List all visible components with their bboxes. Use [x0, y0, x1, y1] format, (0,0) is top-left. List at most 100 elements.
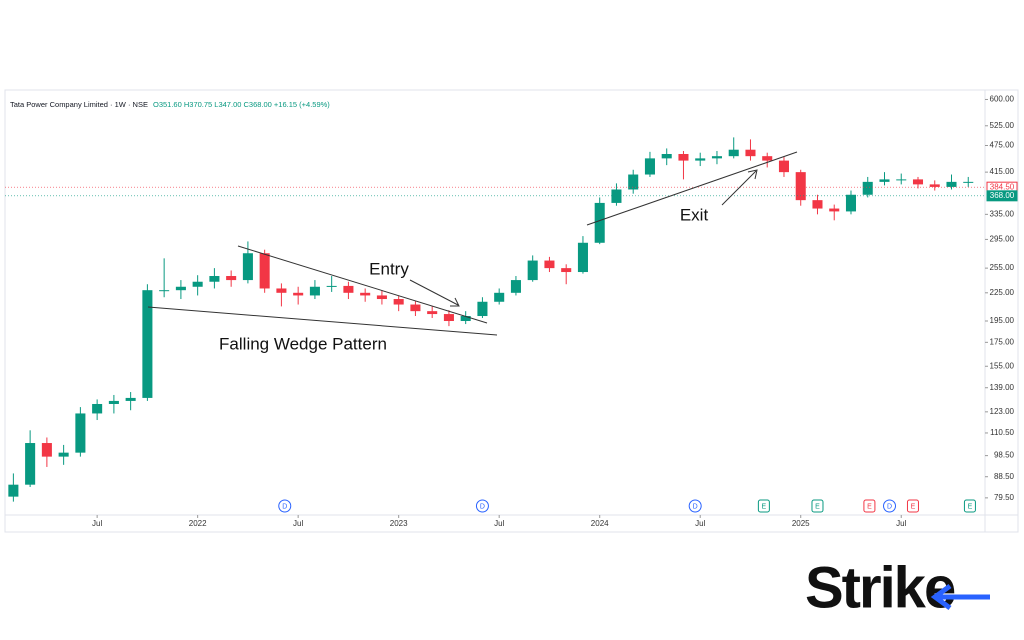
event-marker [811, 499, 824, 513]
price-label: 384.50 [990, 182, 1015, 191]
event-label: D [282, 503, 287, 510]
y-tick-label: 110.50 [990, 428, 1014, 437]
candle-body [393, 299, 404, 305]
event-label: D [693, 503, 698, 510]
candle-body [561, 268, 572, 273]
candle-body [829, 208, 840, 212]
y-tick-label: 195.00 [990, 316, 1015, 325]
event-label: D [480, 503, 485, 510]
y-tick-label: 88.50 [994, 472, 1015, 481]
event-marker [883, 499, 897, 513]
y-tick-label: 98.50 [994, 451, 1015, 460]
candle-body [259, 253, 270, 289]
candle-body [879, 179, 890, 182]
event-label: E [968, 503, 973, 510]
x-tick-label: 2024 [591, 519, 609, 528]
candle-body [477, 301, 488, 317]
candle-body [745, 149, 756, 157]
candle-body [862, 181, 873, 195]
x-tick-label: Jul [695, 519, 705, 528]
exit-arrow [721, 170, 757, 206]
y-tick-label: 600.00 [990, 95, 1015, 104]
y-tick-label: 255.00 [990, 263, 1015, 272]
candle-body [108, 400, 119, 404]
candle-body [293, 292, 304, 296]
x-tick-label: Jul [896, 519, 906, 528]
candle-body [443, 314, 454, 322]
candle-body [912, 179, 924, 185]
y-tick-label: 225.00 [990, 288, 1015, 297]
x-tick-label: 2025 [792, 519, 810, 528]
brand-arrow [930, 583, 990, 611]
event-marker [963, 499, 976, 513]
y-tick-label: 155.00 [990, 361, 1015, 370]
y-tick-label: 175.00 [990, 337, 1015, 346]
candle-body [494, 292, 505, 302]
wedge-upper-line [237, 245, 488, 324]
candle-body [946, 181, 957, 187]
candle-body [460, 316, 471, 322]
candle-body [343, 285, 354, 293]
y-tick-label: 295.00 [990, 235, 1015, 244]
candle-body [159, 290, 170, 292]
y-tick-label: 139.00 [990, 383, 1015, 392]
candle-body [175, 286, 186, 291]
candle-body [41, 443, 52, 457]
candle-body [242, 253, 253, 281]
candle-body [360, 292, 371, 296]
exit-label: Exit [680, 205, 709, 224]
event-marker [278, 499, 292, 513]
candle-body [611, 189, 622, 203]
candle-body [963, 181, 974, 183]
price-label-box [986, 190, 1018, 202]
candle-body [309, 286, 320, 296]
y-tick-label: 335.00 [990, 209, 1015, 218]
y-tick-label: 415.00 [990, 167, 1015, 176]
candle-body [92, 403, 103, 414]
candle-body [427, 311, 438, 315]
symbol-header: Tata Power Company Limited · 1W · NSE [10, 100, 148, 109]
entry-label: Entry [369, 259, 409, 278]
event-label: D [887, 503, 892, 510]
candle-body [845, 194, 857, 212]
x-tick-label: Jul [92, 519, 102, 528]
entry-arrow-head [450, 297, 460, 307]
candle-body [778, 160, 789, 173]
candle-body [25, 443, 36, 485]
x-tick-label: Jul [293, 519, 303, 528]
candle-body [142, 290, 153, 398]
candle-body [326, 285, 337, 287]
candle-body [544, 260, 555, 269]
event-label: E [762, 503, 767, 510]
candle-body [762, 156, 773, 161]
candle-body [896, 179, 907, 181]
wedge-lower-line [147, 306, 498, 336]
candle-body [711, 156, 722, 159]
candle-body [226, 276, 237, 281]
entry-arrow [409, 279, 459, 306]
event-label: E [867, 503, 872, 510]
candle-body [276, 288, 287, 293]
wedge-label: Falling Wedge Pattern [219, 334, 387, 353]
candle-body [577, 242, 588, 273]
y-tick-label: 123.00 [990, 407, 1015, 416]
x-tick-label: 2022 [189, 519, 207, 528]
candle-body [75, 413, 86, 453]
event-marker [757, 499, 770, 513]
chart-frame [4, 89, 1019, 533]
event-label: E [815, 503, 820, 510]
candle-body [192, 281, 203, 287]
event-label: E [911, 503, 916, 510]
candle-body [812, 200, 823, 209]
candle-body [929, 184, 940, 187]
candle-body [695, 158, 706, 161]
event-marker [475, 499, 489, 513]
candle-body [527, 260, 538, 281]
candle-body [678, 153, 689, 161]
x-tick-label: Jul [494, 519, 504, 528]
y-tick-label: 525.00 [990, 121, 1015, 130]
candle-body [209, 276, 220, 282]
y-tick-label: 475.00 [990, 141, 1015, 150]
